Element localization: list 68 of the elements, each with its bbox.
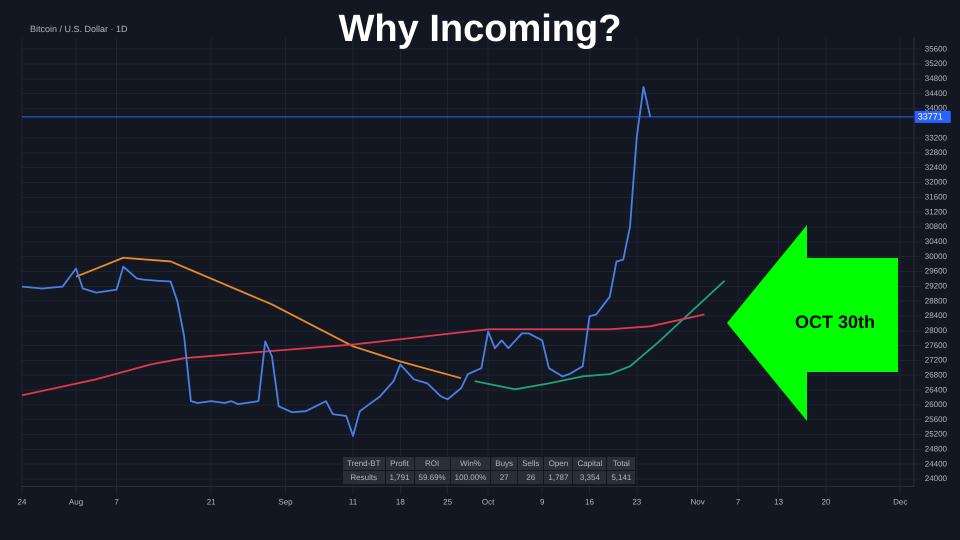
y-tick-label: 24000 bbox=[924, 474, 948, 484]
chart-title: Why Incoming? bbox=[338, 8, 622, 50]
y-tick-label: 30800 bbox=[924, 222, 948, 232]
annotation: Profit bbox=[385, 456, 414, 470]
y-tick-label: 30400 bbox=[924, 237, 948, 246]
ref-line-label: 33771 bbox=[918, 111, 943, 122]
y-tick-label: 31600 bbox=[924, 192, 948, 202]
annotation: Buys bbox=[490, 456, 518, 470]
annotation: Capital bbox=[572, 456, 607, 470]
y-tick-label: 32800 bbox=[924, 148, 948, 158]
x-tick-label: 23 bbox=[632, 497, 642, 506]
x-tick-label: 7 bbox=[736, 497, 741, 506]
x-tick-label: 7 bbox=[114, 497, 120, 506]
x-tick-label: 21 bbox=[206, 497, 216, 506]
annotation: Trend-BT bbox=[342, 456, 385, 470]
x-tick-label: 25 bbox=[443, 497, 453, 506]
annotation: 1,791 bbox=[385, 470, 414, 484]
y-tick-label: 27200 bbox=[924, 356, 948, 365]
y-tick-label: 28800 bbox=[924, 296, 948, 306]
y-tick-label: 25600 bbox=[924, 414, 948, 424]
y-tick-label: 30000 bbox=[924, 252, 948, 261]
x-tick-label: 18 bbox=[396, 497, 406, 506]
y-tick-label: 32400 bbox=[924, 162, 948, 172]
x-tick-label: 16 bbox=[585, 497, 594, 506]
y-tick-label: 29600 bbox=[924, 266, 948, 276]
y-tick-label: 34400 bbox=[924, 88, 948, 98]
y-tick-label: 35600 bbox=[924, 44, 948, 54]
annotation: 59.69% bbox=[414, 470, 450, 484]
annotation: OCT 30th bbox=[794, 312, 876, 333]
y-tick-label: 26000 bbox=[924, 400, 948, 410]
y-tick-label: 33200 bbox=[924, 133, 948, 142]
y-tick-label: 26400 bbox=[924, 385, 948, 394]
x-tick-label: Dec bbox=[893, 497, 908, 506]
x-tick-label: Sep bbox=[278, 497, 294, 506]
x-tick-label: Aug bbox=[68, 497, 84, 506]
y-tick-label: 34000 bbox=[924, 104, 948, 113]
annotation: Results bbox=[342, 470, 385, 484]
annotation: Total bbox=[606, 456, 636, 470]
annotation: ROI bbox=[414, 456, 450, 470]
y-tick-label: 28000 bbox=[924, 326, 948, 335]
annotation: 26 bbox=[518, 470, 544, 484]
y-tick-label: 26800 bbox=[924, 370, 948, 380]
x-tick-label: 20 bbox=[821, 497, 831, 506]
annotation: Sells bbox=[518, 456, 544, 470]
annotation: 27 bbox=[490, 470, 518, 484]
x-tick-label: 9 bbox=[540, 497, 545, 506]
y-tick-label: 24400 bbox=[924, 459, 948, 468]
annotation: Open bbox=[544, 456, 573, 470]
y-tick-label: 32000 bbox=[924, 178, 948, 187]
y-tick-label: 27600 bbox=[924, 340, 948, 350]
y-tick-label: 25200 bbox=[924, 430, 948, 439]
y-tick-label: 24800 bbox=[924, 444, 948, 454]
y-tick-label: 31200 bbox=[924, 207, 948, 216]
x-tick-label: Oct bbox=[482, 497, 496, 506]
annotation: 5,141 bbox=[606, 470, 636, 484]
y-tick-label: 35200 bbox=[924, 59, 948, 68]
y-tick-label: 34800 bbox=[924, 74, 948, 83]
annotation: 1,787 bbox=[544, 470, 573, 484]
annotation: 3,354 bbox=[572, 470, 607, 484]
x-tick-label: 13 bbox=[774, 497, 784, 506]
x-tick-label: 11 bbox=[348, 497, 358, 506]
chart-subtitle: Bitcoin / U.S. Dollar · 1D bbox=[30, 24, 128, 34]
y-tick-label: 28400 bbox=[924, 311, 948, 320]
x-tick-label: 24 bbox=[18, 497, 27, 506]
y-tick-label: 29200 bbox=[924, 281, 948, 290]
annotation: Win% bbox=[450, 456, 491, 470]
annotation: 100.00% bbox=[450, 470, 491, 484]
x-tick-label: Nov bbox=[690, 497, 705, 506]
